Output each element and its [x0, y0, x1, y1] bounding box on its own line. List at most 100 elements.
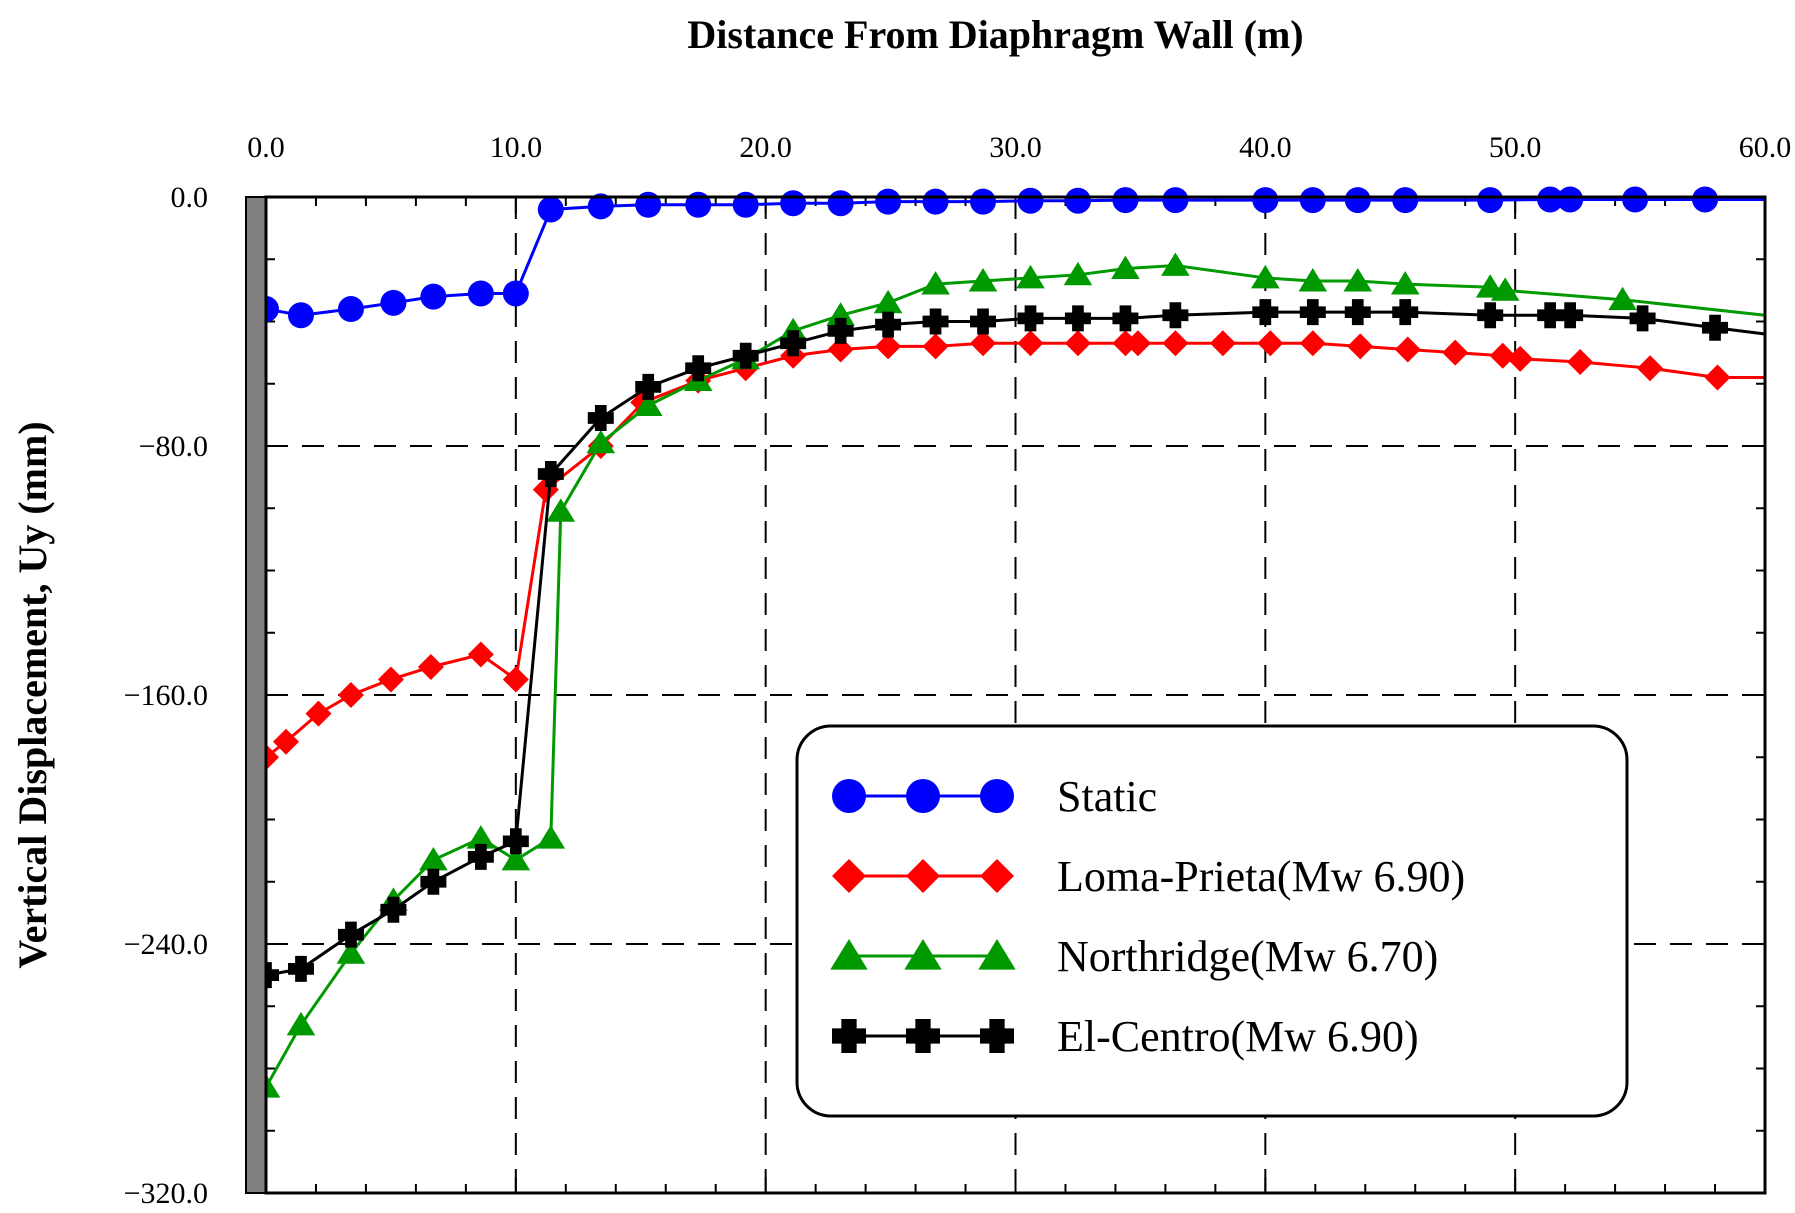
marker-plus — [875, 311, 902, 338]
marker-diamond — [467, 641, 494, 668]
x-tick-label: 30.0 — [989, 131, 1042, 164]
marker-triangle — [466, 825, 496, 849]
marker-circle — [287, 302, 314, 329]
marker-triangle — [1298, 268, 1328, 292]
marker-diamond — [970, 330, 997, 357]
marker-plus — [780, 330, 807, 357]
series-triangle — [251, 252, 1766, 1098]
marker-circle — [380, 289, 407, 316]
marker-diamond — [1162, 330, 1189, 357]
marker-diamond — [1704, 364, 1731, 391]
marker-diamond — [337, 682, 364, 708]
y-tick-label: −240.0 — [124, 928, 208, 961]
marker-circle — [980, 779, 1014, 813]
marker-plus — [1392, 299, 1419, 326]
marker-circle — [780, 190, 807, 217]
marker-triangle — [419, 846, 448, 871]
marker-diamond — [417, 653, 444, 680]
series-plus — [253, 299, 1766, 989]
marker-circle — [1537, 186, 1564, 213]
x-tick-label: 20.0 — [739, 131, 792, 164]
marker-diamond — [1507, 345, 1534, 372]
marker-circle — [587, 193, 614, 220]
marker-plus — [537, 461, 564, 488]
marker-plus — [732, 342, 759, 369]
marker-circle — [1112, 187, 1139, 214]
marker-plus — [1557, 302, 1584, 329]
marker-triangle — [633, 392, 663, 416]
legend-box — [795, 724, 1629, 1118]
marker-diamond — [1442, 339, 1469, 366]
marker-circle — [970, 188, 997, 215]
marker-plus — [1162, 302, 1189, 329]
marker-plus — [420, 868, 447, 895]
x-axis-title: Distance From Diaphragm Wall (m) — [687, 12, 1303, 57]
marker-diamond — [1394, 336, 1421, 363]
marker-circle — [537, 196, 564, 223]
marker-diamond — [922, 333, 949, 360]
legend-label: El-Centro(Mw 6.90) — [1057, 1012, 1419, 1061]
marker-diamond — [1489, 342, 1516, 369]
marker-circle — [1557, 186, 1584, 213]
marker-triangle — [1063, 261, 1093, 286]
marker-triangle — [1390, 271, 1420, 295]
marker-diamond — [832, 859, 866, 893]
marker-circle — [1392, 187, 1419, 214]
marker-triangle — [826, 302, 855, 326]
marker-plus — [827, 317, 854, 344]
marker-diamond — [1637, 355, 1664, 382]
marker-plus — [467, 843, 494, 870]
y-tick-label: 0.0 — [171, 181, 209, 214]
marker-triangle — [501, 846, 531, 871]
marker-plus — [1299, 299, 1326, 326]
marker-triangle — [1016, 264, 1045, 289]
marker-circle — [906, 779, 940, 813]
marker-triangle — [1161, 252, 1190, 276]
marker-diamond — [827, 336, 854, 363]
marker-triangle — [1111, 255, 1140, 279]
marker-circle — [832, 779, 866, 813]
y-axis-title: Vertical Displacement, Uy (mm) — [10, 421, 55, 968]
marker-circle — [1252, 187, 1279, 214]
marker-diamond — [1209, 330, 1236, 357]
x-tick-label: 10.0 — [490, 131, 543, 164]
series-diamond — [253, 330, 1765, 771]
marker-diamond — [1124, 330, 1151, 357]
marker-plus — [980, 1019, 1014, 1053]
marker-triangle — [1490, 277, 1520, 301]
marker-triangle — [968, 268, 998, 292]
marker-triangle — [586, 429, 616, 454]
marker-plus — [380, 896, 407, 923]
marker-circle — [420, 283, 447, 310]
marker-triangle — [978, 939, 1016, 970]
legend: Static Loma-Prieta(Mw 6.90) Northridge(Mw … — [795, 724, 1629, 1118]
labels-layer: 0.0 10.0 20.0 30.0 40.0 50.0 60.0 0.0 −80.0 −160.… — [124, 131, 1792, 1210]
x-tick-label: 50.0 — [1489, 131, 1542, 164]
marker-circle — [1299, 187, 1326, 214]
y-tick-label: −80.0 — [139, 430, 208, 463]
marker-plus — [1702, 314, 1729, 341]
marker-triangle — [904, 939, 942, 970]
x-tick-label: 0.0 — [247, 131, 285, 164]
marker-plus — [1537, 302, 1564, 329]
marker-triangle — [921, 271, 950, 295]
marker-plus — [970, 308, 997, 335]
marker-triangle — [546, 498, 576, 522]
marker-plus — [502, 828, 529, 855]
legend-label: Northridge(Mw 6.70) — [1057, 932, 1438, 981]
marker-plus — [337, 921, 364, 948]
marker-plus — [1252, 299, 1279, 326]
x-tick-label: 40.0 — [1239, 131, 1292, 164]
marker-plus — [1112, 305, 1139, 332]
diaphragm-wall-bar — [245, 196, 267, 1194]
marker-circle — [1064, 187, 1091, 214]
marker-circle — [502, 280, 529, 307]
x-tick-label: 60.0 — [1739, 131, 1792, 164]
marker-diamond — [1257, 330, 1284, 357]
marker-triangle — [336, 940, 366, 964]
marker-plus — [1344, 299, 1371, 326]
marker-circle — [827, 190, 854, 217]
marker-triangle — [1608, 286, 1637, 311]
marker-diamond — [502, 666, 529, 693]
